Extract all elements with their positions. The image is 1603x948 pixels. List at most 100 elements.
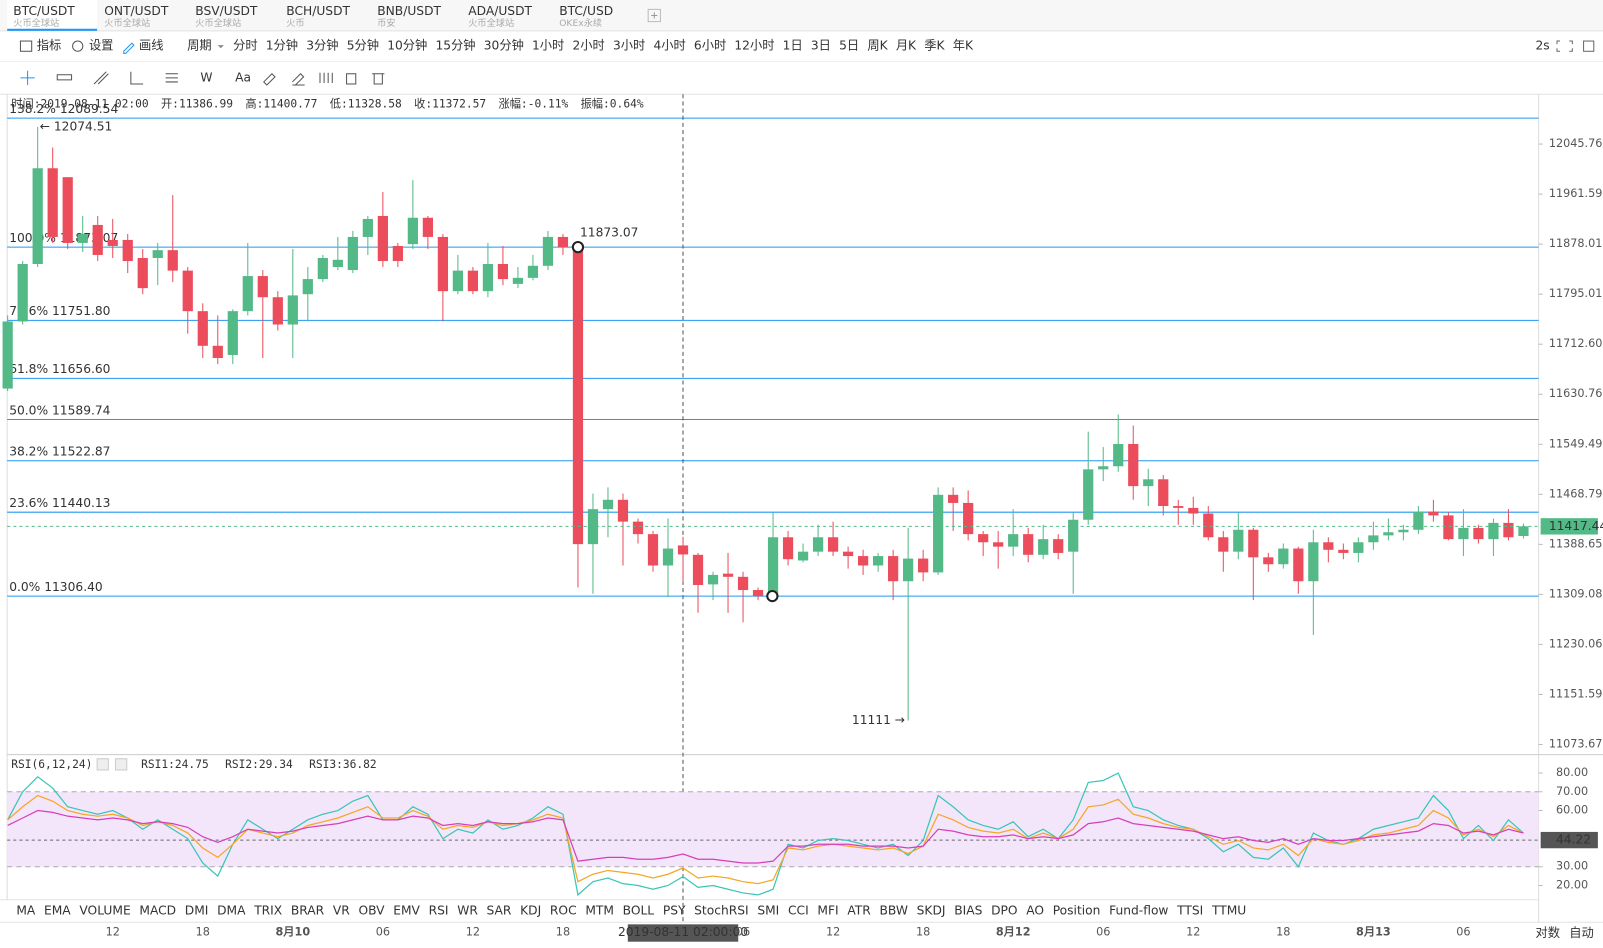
tab-symbol[interactable]: ADA/USDT xyxy=(468,4,532,18)
period-option[interactable]: 3分钟 xyxy=(306,38,338,53)
indicator-tab[interactable]: WR xyxy=(457,904,478,918)
candle-body xyxy=(1068,519,1079,552)
indicator-tab[interactable]: BOLL xyxy=(623,904,655,918)
period-option[interactable]: 月K xyxy=(896,39,917,53)
period-option[interactable]: 2小时 xyxy=(572,39,604,53)
rsi-close[interactable] xyxy=(115,758,128,771)
indicator-tab[interactable]: Position xyxy=(1053,904,1101,918)
candle-body xyxy=(512,277,524,284)
candle-body xyxy=(1308,542,1319,582)
period-option[interactable]: 年K xyxy=(953,39,974,53)
tab-symbol[interactable]: BNB/USDT xyxy=(377,4,441,18)
draw-button[interactable]: 画线 xyxy=(139,39,163,53)
indicator-tab[interactable]: AO xyxy=(1026,904,1044,918)
indicator-tab[interactable]: MA xyxy=(16,904,36,918)
period-option[interactable]: 4小时 xyxy=(653,39,685,53)
text-tool[interactable]: Aa xyxy=(235,70,251,84)
period-option[interactable]: 30分钟 xyxy=(484,38,524,53)
candle-body xyxy=(1188,507,1199,514)
settings-button[interactable]: 设置 xyxy=(89,39,114,53)
indicator-button[interactable]: 指标 xyxy=(37,38,62,53)
tab-exchange: 火币全球站 xyxy=(195,17,241,29)
indicator-tab[interactable]: DMI xyxy=(185,904,209,918)
wave-tool[interactable]: W xyxy=(200,70,212,84)
period-option[interactable]: 1日 xyxy=(783,39,803,53)
refresh-interval[interactable]: 2s xyxy=(1536,39,1550,53)
indicator-tab[interactable]: BBW xyxy=(879,904,907,918)
add-tab[interactable] xyxy=(647,8,661,23)
candle-body xyxy=(1263,557,1274,565)
indicator-tab[interactable]: DMA xyxy=(217,904,246,918)
indicator-tab[interactable]: DPO xyxy=(991,904,1017,918)
x-tick-label: 06 xyxy=(1456,926,1470,939)
indicator-tab[interactable]: MACD xyxy=(139,904,176,918)
indicator-tab[interactable]: Fund-flow xyxy=(1109,904,1168,918)
indicator-tab[interactable]: RSI xyxy=(429,904,449,918)
period-option[interactable]: 5分钟 xyxy=(347,38,379,53)
axis-option[interactable]: 对数 xyxy=(1536,925,1561,940)
indicator-tab[interactable]: SAR xyxy=(487,904,512,918)
candle-body xyxy=(287,295,298,325)
tab-symbol[interactable]: ONT/USDT xyxy=(104,4,169,18)
drawing-anchor[interactable] xyxy=(766,589,779,603)
indicator-tab[interactable]: TRIX xyxy=(253,904,283,918)
tab-symbol[interactable]: BSV/USDT xyxy=(195,4,258,18)
period-option[interactable]: 3日 xyxy=(811,39,831,53)
indicator-tab[interactable]: PSY xyxy=(663,904,686,918)
indicator-tab[interactable]: VOLUME xyxy=(79,904,130,918)
indicator-tab[interactable]: BIAS xyxy=(954,904,982,918)
tab-symbol[interactable]: BTC/USDT xyxy=(13,4,75,18)
indicator-tab[interactable]: SMI xyxy=(757,904,779,918)
indicator-tab[interactable]: OBV xyxy=(358,904,385,918)
indicator-tab[interactable]: CCI xyxy=(788,904,809,918)
tab-symbol[interactable]: BTC/USD xyxy=(559,4,613,18)
indicator-tab[interactable]: StochRSI xyxy=(694,904,748,918)
indicator-tab[interactable]: TTSI xyxy=(1176,904,1203,918)
indicator-tab[interactable]: MFI xyxy=(817,904,838,918)
tab-symbol[interactable]: BCH/USDT xyxy=(286,4,350,18)
x-tick-label: 06 xyxy=(1096,926,1110,939)
indicator-tab[interactable]: TTMU xyxy=(1211,904,1246,918)
period-option[interactable]: 6小时 xyxy=(694,39,726,53)
period-option[interactable]: 1小时 xyxy=(532,39,564,53)
fib-label: 61.8% 11656.60 xyxy=(9,362,110,376)
period-option[interactable]: 10分钟 xyxy=(387,38,427,53)
period-option[interactable]: 周K xyxy=(867,39,888,53)
period-option[interactable]: 5日 xyxy=(839,39,859,53)
period-option[interactable]: 分时 xyxy=(233,39,257,53)
indicator-tab[interactable]: ROC xyxy=(550,904,577,918)
period-option[interactable]: 12小时 xyxy=(734,39,774,53)
indicator-tab[interactable]: SKDJ xyxy=(917,904,946,918)
candle-body xyxy=(827,537,839,552)
tab-active[interactable] xyxy=(7,0,98,31)
period-option[interactable]: 3小时 xyxy=(613,39,645,53)
axis-option[interactable]: 自动 xyxy=(1569,926,1594,940)
last-price-tag xyxy=(1540,518,1598,535)
indicator-tab[interactable]: KDJ xyxy=(520,904,541,918)
indicator-tab[interactable]: MTM xyxy=(585,904,614,918)
indicator-tab[interactable]: BRAR xyxy=(291,904,325,918)
candle-body xyxy=(227,311,238,355)
x-tick-label: 12 xyxy=(466,926,480,939)
y-tick-label: 11073.67 xyxy=(1549,738,1603,751)
period-dropdown[interactable]: 周期 xyxy=(187,39,211,53)
candle-body xyxy=(647,534,659,566)
ohlc-info: 高:11400.77 xyxy=(245,96,317,110)
candle-body xyxy=(482,264,494,292)
indicator-tab[interactable]: ATR xyxy=(847,904,871,918)
indicator-tab[interactable]: EMA xyxy=(44,904,71,918)
candle-body xyxy=(572,247,584,545)
indicator-tab[interactable]: VR xyxy=(333,904,350,918)
period-option[interactable]: 1分钟 xyxy=(266,38,298,53)
fib-ratio: 38.2% xyxy=(9,444,48,458)
period-option[interactable]: 季K xyxy=(924,39,945,53)
fib-ratio: 100.0% xyxy=(9,230,56,244)
drawing-anchor[interactable] xyxy=(571,240,585,254)
draw-tool-icons[interactable] xyxy=(20,70,385,86)
rsi-settings[interactable] xyxy=(96,758,109,771)
indicator-tab[interactable]: EMV xyxy=(393,904,420,918)
candle-body xyxy=(467,270,479,292)
candle-body xyxy=(767,537,779,597)
fib-ratio: 50.0% xyxy=(9,403,48,417)
period-option[interactable]: 15分钟 xyxy=(435,38,475,53)
